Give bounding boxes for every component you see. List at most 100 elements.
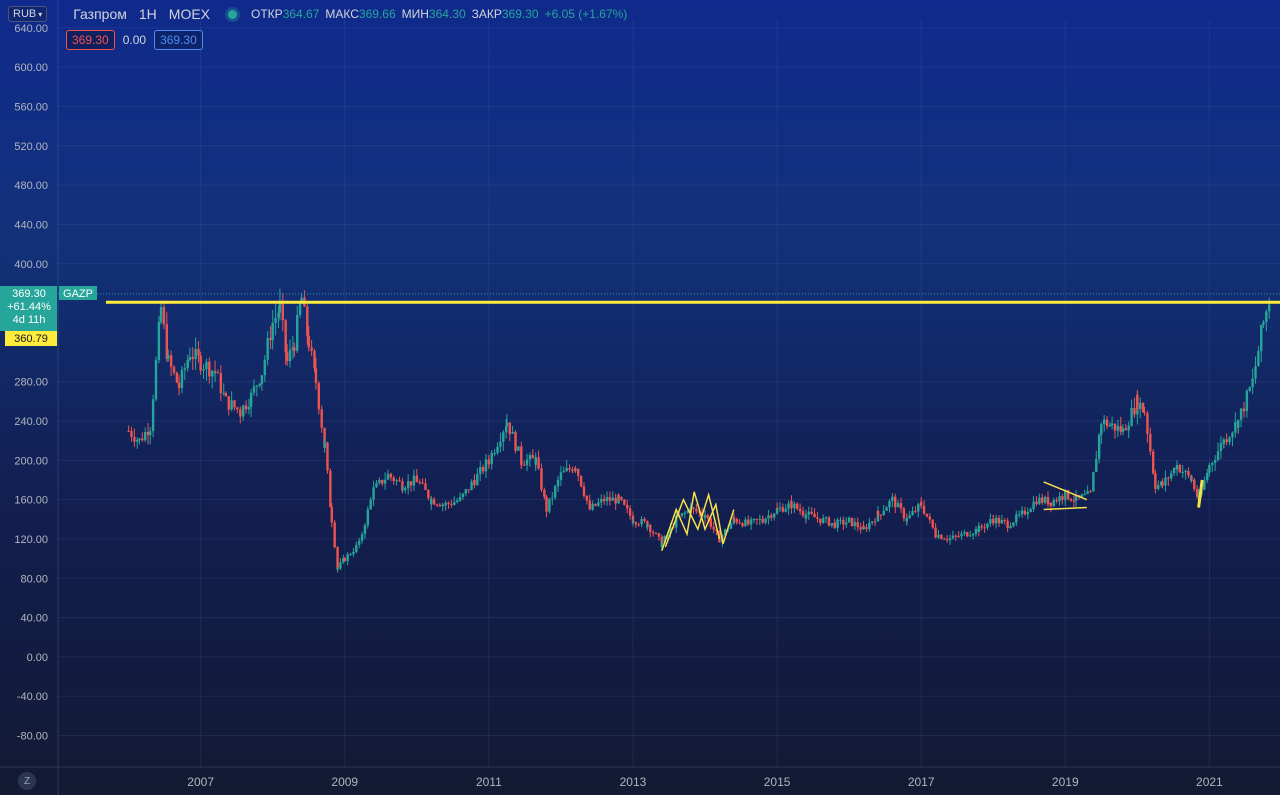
timeframe[interactable]: 1H (138, 6, 157, 22)
candle-body (481, 466, 485, 472)
candle-body (951, 535, 955, 539)
candle-body (487, 461, 491, 465)
candle-body (233, 400, 236, 408)
candle-body (357, 540, 361, 544)
candle-body (1184, 470, 1187, 473)
candle-body (534, 457, 537, 465)
candle-body (186, 359, 189, 369)
candle-body (1149, 433, 1152, 452)
candle-body (213, 372, 217, 374)
candle-body (781, 507, 785, 512)
candle-body (339, 562, 342, 569)
x-tick-label: 2015 (764, 775, 791, 789)
candle-body (278, 301, 282, 313)
candle-body (703, 515, 707, 518)
candle-body (654, 533, 658, 535)
candle-body (1069, 499, 1073, 501)
candle-body (600, 498, 603, 503)
candle-body (1151, 451, 1155, 474)
candle-body (496, 446, 499, 453)
candle-body (525, 459, 529, 466)
candle-body (241, 405, 245, 417)
candle-body (421, 482, 424, 484)
candle-body (960, 533, 963, 537)
candle-body (611, 497, 614, 501)
candle-body (663, 535, 666, 544)
candle-body (180, 369, 184, 389)
candle-body (247, 406, 251, 410)
candle-body (330, 507, 333, 523)
candle-body (744, 519, 747, 527)
candle-body (418, 482, 421, 484)
currency-button[interactable]: RUB ▾ (8, 6, 48, 22)
candle-body (479, 466, 482, 474)
candle-body (778, 507, 782, 509)
candle-body (528, 455, 532, 460)
candle-body (1157, 484, 1160, 489)
candle-body (430, 499, 433, 504)
candle-body (412, 475, 416, 486)
candle-body (1154, 473, 1157, 489)
line-price-box (5, 331, 57, 346)
zoom-button[interactable]: Z (18, 772, 36, 790)
candle-body (375, 483, 378, 488)
ohlc-low-value: 364.30 (428, 7, 466, 21)
candle-body (1043, 496, 1047, 503)
triangle-upper-line (1043, 481, 1088, 501)
market-status-icon (228, 9, 238, 19)
symbol-name[interactable]: Газпром (73, 6, 127, 22)
candle-body (467, 489, 470, 491)
candle-body (692, 507, 695, 509)
candle-body (957, 535, 960, 537)
x-tick-labels: 2007 2009 2011 2013 2015 2017 2019 2021 (187, 775, 1223, 789)
candle-body (389, 473, 393, 478)
candle-body (747, 519, 750, 525)
candle-body (219, 373, 223, 394)
candle-body (637, 524, 640, 526)
candle-body (1108, 425, 1112, 427)
candle-body (1159, 481, 1163, 485)
candle-body (977, 525, 981, 532)
candle-body (224, 392, 228, 397)
zigzag-drawing (664, 491, 721, 548)
candle-body (1116, 425, 1120, 431)
candle-body (222, 392, 225, 394)
candle-body (640, 519, 643, 525)
candle-body (853, 522, 857, 527)
candle-body (1187, 470, 1190, 476)
candle-body (159, 307, 163, 323)
candle-body (1146, 413, 1149, 434)
candle-body (755, 518, 759, 520)
candle-body (839, 519, 842, 521)
candle-body (925, 513, 929, 517)
candle-body (1026, 511, 1030, 515)
candle-body (320, 409, 323, 428)
candle-body (1219, 443, 1223, 452)
candle-body (1265, 311, 1268, 323)
candle-body (1038, 497, 1041, 505)
candle-body (314, 368, 318, 384)
sell-button[interactable]: 369.30 (66, 30, 115, 50)
candle-body (188, 357, 192, 360)
candle-body (992, 519, 995, 524)
last-price-box (0, 286, 57, 331)
candle-body (899, 503, 903, 509)
candle-body (968, 535, 972, 537)
candle-body (386, 473, 390, 480)
y-tick-label: 40.00 (20, 613, 48, 625)
candle-body (931, 519, 934, 528)
candle-body (758, 518, 761, 520)
candle-body (796, 503, 799, 509)
candle-body (643, 519, 646, 522)
candle-body (1041, 497, 1044, 503)
candle-body (1197, 495, 1200, 497)
candle-body (1245, 390, 1249, 412)
candle-body (329, 470, 332, 508)
candle-body (994, 517, 998, 524)
buy-button[interactable]: 369.30 (154, 30, 203, 50)
candle-body (761, 520, 764, 523)
candles (127, 288, 1271, 573)
candle-body (127, 430, 130, 432)
candle-body (1119, 425, 1122, 432)
